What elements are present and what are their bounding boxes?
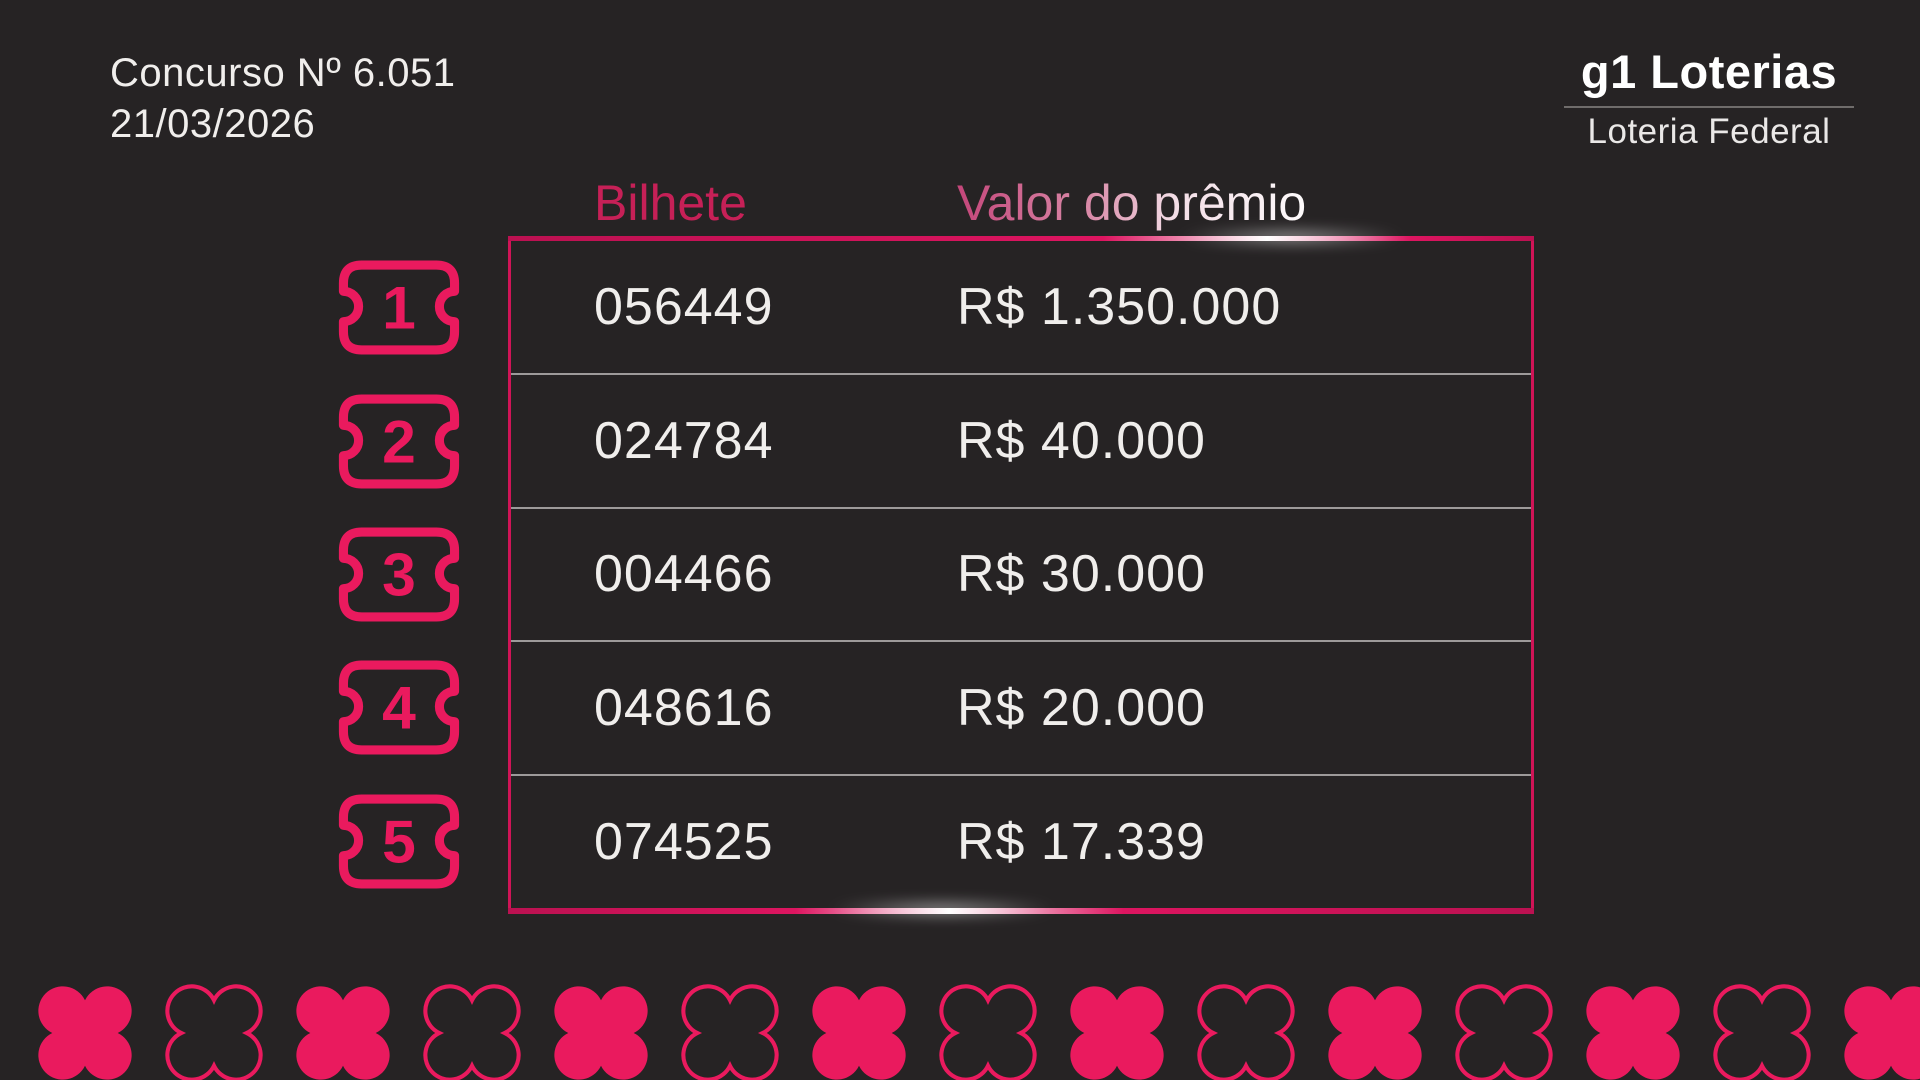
table-row: 056449 R$ 1.350.000 bbox=[511, 241, 1531, 373]
results-table: 056449 R$ 1.350.000 024784 R$ 40.000 004… bbox=[508, 241, 1534, 908]
table-row: 074525 R$ 17.339 bbox=[511, 774, 1531, 908]
prize-value-cell: R$ 40.000 bbox=[957, 411, 1206, 470]
rank-number: 5 bbox=[382, 808, 416, 876]
table-top-border bbox=[508, 236, 1534, 241]
clover-outline-icon bbox=[1455, 984, 1553, 1080]
ticket-number-cell: 024784 bbox=[594, 411, 774, 470]
rank-ticket-slot: 4 bbox=[336, 641, 462, 774]
logo-wordmark: g1 Loterias bbox=[1580, 45, 1838, 98]
clover-outline-icon bbox=[165, 984, 263, 1080]
clover-outline-icon bbox=[1713, 984, 1811, 1080]
clover-filled-icon bbox=[296, 986, 390, 1080]
ticket-icon: 5 bbox=[338, 794, 460, 889]
rank-number: 4 bbox=[382, 674, 416, 742]
rank-number: 2 bbox=[382, 407, 416, 475]
column-header-valor: Valor do prêmio bbox=[957, 175, 1307, 231]
prize-value-cell: R$ 30.000 bbox=[957, 545, 1206, 604]
ticket-icon: 4 bbox=[338, 660, 460, 755]
lottery-product-name: Loteria Federal bbox=[1587, 112, 1831, 151]
draw-date: 21/03/2026 bbox=[110, 102, 316, 146]
logo-divider bbox=[1564, 106, 1854, 108]
rank-number: 1 bbox=[382, 274, 416, 342]
clover-filled-icon bbox=[812, 986, 906, 1080]
clover-filled-icon bbox=[38, 986, 132, 1080]
clover-filled-icon bbox=[1586, 986, 1680, 1080]
rank-number: 3 bbox=[382, 541, 416, 609]
bottom-border-light-streak bbox=[827, 901, 1057, 917]
clover-outline-icon bbox=[681, 984, 779, 1080]
rank-ticket-slot: 3 bbox=[336, 508, 462, 641]
ticket-number-cell: 004466 bbox=[594, 545, 774, 604]
top-border-light-streak bbox=[1176, 229, 1406, 245]
contest-label: Concurso Nº 6.051 bbox=[110, 51, 456, 95]
ticket-icon: 1 bbox=[338, 260, 460, 355]
ticket-icon: 2 bbox=[338, 394, 460, 489]
rank-ticket-column: 1 2 3 4 5 bbox=[336, 241, 462, 908]
rank-ticket-slot: 1 bbox=[336, 241, 462, 374]
prize-value-cell: R$ 17.339 bbox=[957, 813, 1206, 872]
clover-strip bbox=[38, 984, 1920, 1080]
clover-filled-icon bbox=[1844, 986, 1920, 1080]
g1-loterias-logo: g1 Loterias Loteria Federal bbox=[1562, 44, 1856, 152]
prize-value-cell: R$ 1.350.000 bbox=[957, 277, 1282, 336]
rank-ticket-slot: 5 bbox=[336, 775, 462, 908]
table-row: 048616 R$ 20.000 bbox=[511, 640, 1531, 774]
clover-outline-icon bbox=[423, 984, 521, 1080]
clover-outline-icon bbox=[1197, 984, 1295, 1080]
prize-value-cell: R$ 20.000 bbox=[957, 679, 1206, 738]
ticket-number-cell: 048616 bbox=[594, 679, 774, 738]
ticket-number-cell: 074525 bbox=[594, 813, 774, 872]
column-header-bilhete: Bilhete bbox=[594, 175, 747, 231]
ticket-number-cell: 056449 bbox=[594, 277, 774, 336]
clover-filled-icon bbox=[554, 986, 648, 1080]
rank-ticket-slot: 2 bbox=[336, 374, 462, 507]
clover-filled-icon bbox=[1070, 986, 1164, 1080]
clover-outline-icon bbox=[939, 984, 1037, 1080]
ticket-icon: 3 bbox=[338, 527, 460, 622]
clover-filled-icon bbox=[1328, 986, 1422, 1080]
table-row: 004466 R$ 30.000 bbox=[511, 506, 1531, 641]
table-row: 024784 R$ 40.000 bbox=[511, 372, 1531, 507]
contest-info: Concurso Nº 6.051 21/03/2026 bbox=[110, 48, 456, 150]
